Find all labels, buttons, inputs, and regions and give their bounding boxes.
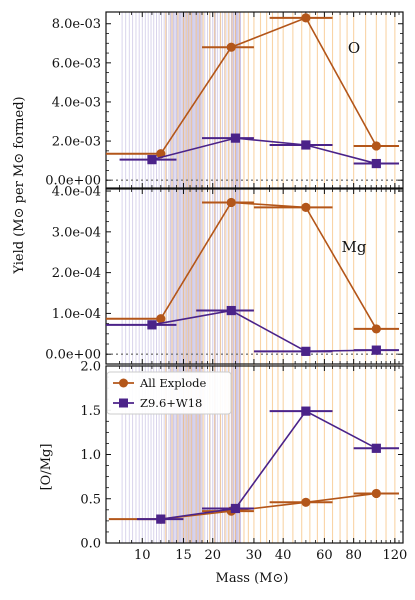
all-explode-point	[226, 42, 236, 52]
axes-frame	[105, 188, 404, 365]
panel-label-mg: Mg	[342, 238, 367, 256]
y-tick-label: 0.5	[80, 492, 101, 507]
background-mass-bands	[121, 12, 396, 543]
labels: Yield (M⊙ per M⊙ formed) [O/Mg] Mass (M⊙…	[12, 39, 367, 586]
omg-ylabel: [O/Mg]	[39, 444, 54, 491]
y-tick-label: 2.0	[80, 360, 101, 375]
z96-w18-point	[147, 320, 157, 330]
y-tick-label: 2.0e-04	[52, 266, 101, 281]
legend-all-explode-label: All Explode	[139, 376, 207, 390]
z96-w18-point	[156, 514, 166, 524]
y-tick-label: 0.0	[80, 537, 101, 552]
z96-w18-point	[230, 133, 241, 143]
z96-w18-line	[151, 309, 377, 353]
z96-w18-point	[371, 158, 381, 169]
z96-w18-point	[301, 140, 311, 150]
legend-z96-label: Z9.6+W18	[140, 396, 202, 410]
y-tick-label: 1.0	[80, 448, 101, 463]
y-tick-label: 0.0e+00	[45, 348, 101, 363]
axes-frame	[105, 11, 404, 189]
x-tick-label: 60	[316, 548, 333, 563]
all-explode-point	[226, 197, 236, 208]
z96-w18-point	[371, 345, 381, 355]
z96-w18-line	[151, 137, 377, 165]
legend-frame	[106, 371, 232, 415]
x-tick-label: 80	[345, 548, 362, 563]
y-tick-label: 8.0e-03	[52, 17, 101, 32]
y-tick-label: 1.0e-04	[52, 307, 101, 322]
x-tick-label: 40	[275, 548, 292, 563]
z96-w18-point	[226, 305, 236, 316]
x-tick-label: 30	[246, 548, 263, 563]
legend-z96-marker	[119, 398, 128, 408]
all-explode-point	[156, 314, 166, 324]
z96-w18-point	[230, 503, 241, 514]
y-tick-label: 3.0e-04	[52, 225, 101, 240]
x-tick-label: 120	[382, 548, 407, 563]
panel-label-o: O	[348, 39, 360, 57]
all-explode-point	[301, 13, 311, 23]
z96-w18-point	[371, 443, 381, 453]
all-explode-line	[160, 492, 377, 520]
x-tick-label: 20	[204, 548, 221, 563]
all-explode-line	[160, 201, 378, 330]
y-tick-label: 2.0e-03	[52, 135, 101, 150]
all-explode-point	[371, 488, 381, 499]
figure-xlabel: Mass (M⊙)	[216, 571, 289, 586]
y-tick-label: 4.0e-03	[52, 95, 101, 110]
purple-band-fill	[231, 12, 241, 543]
y-tick-label: 0.0e+00	[45, 174, 101, 189]
all-explode-point	[371, 141, 381, 151]
y-tick-label: 1.5	[80, 404, 101, 419]
y-tick-label: 4.0e-04	[52, 185, 101, 200]
all-explode-point	[371, 324, 381, 334]
panels: 0.0e+00 2.0e-03 4.0e-03 6.0e-03 8.0e-03 0.0e+…	[45, 11, 407, 563]
y-tick-label: 6.0e-03	[52, 56, 101, 71]
legend-all-explode-marker	[119, 378, 128, 388]
all-explode-point	[301, 497, 311, 507]
all-explode-line	[160, 16, 378, 155]
z96-w18-point	[301, 346, 311, 356]
series-layer	[106, 13, 400, 524]
x-tick-label: 10	[134, 548, 151, 563]
all-explode-point	[301, 202, 311, 212]
figure-ylabel: Yield (M⊙ per M⊙ formed)	[12, 96, 27, 274]
z96-w18-point	[147, 155, 157, 165]
legend: All Explode Z9.6+W18	[106, 371, 232, 415]
x-tick-label: 15	[175, 548, 192, 563]
z96-w18-point	[301, 406, 311, 416]
z96-w18-line	[160, 410, 377, 520]
